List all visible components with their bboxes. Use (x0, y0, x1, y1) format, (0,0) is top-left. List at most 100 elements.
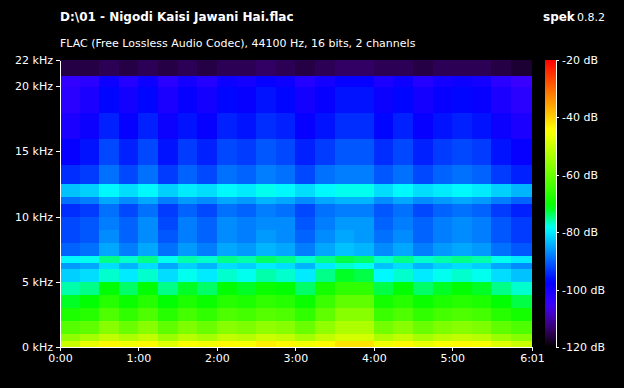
cell (158, 112, 178, 139)
cell (335, 282, 355, 296)
cell (374, 217, 394, 231)
tick-label: -120 dB (562, 341, 605, 354)
tick-label: -80 dB (562, 226, 598, 239)
cell (178, 164, 198, 184)
cell (295, 256, 315, 263)
cell (335, 230, 355, 244)
cell (217, 76, 237, 87)
cell (315, 321, 335, 335)
cell (138, 217, 158, 231)
cell (354, 282, 374, 296)
cell (354, 184, 374, 198)
cell (354, 204, 374, 218)
tick-mark (556, 347, 559, 348)
cell (99, 60, 119, 76)
cell (433, 76, 453, 87)
cell (217, 138, 237, 165)
cell (80, 112, 100, 139)
cell (511, 308, 532, 322)
cell (197, 269, 217, 283)
cell (491, 164, 511, 184)
cell (472, 184, 492, 198)
cell (452, 76, 472, 87)
cell (335, 112, 355, 139)
cell (158, 86, 178, 113)
cell (99, 217, 119, 231)
cell (138, 282, 158, 296)
cell (60, 243, 80, 257)
cell (99, 86, 119, 113)
tick-label: 5:00 (440, 352, 465, 365)
cell (413, 308, 433, 322)
cell (472, 112, 492, 139)
cell (119, 86, 139, 113)
cell (60, 308, 80, 322)
cell (237, 217, 257, 231)
cell (138, 60, 158, 76)
cell (158, 295, 178, 309)
cell (158, 204, 178, 218)
cell (217, 204, 237, 218)
cell (119, 340, 139, 347)
cell (80, 204, 100, 218)
cell (217, 60, 237, 76)
cell (374, 204, 394, 218)
cell (354, 269, 374, 283)
cell (158, 184, 178, 198)
cell (256, 308, 276, 322)
cell (295, 308, 315, 322)
cell (197, 217, 217, 231)
cell (335, 138, 355, 165)
tick-mark (452, 347, 453, 351)
cell (491, 308, 511, 322)
cell (491, 112, 511, 139)
cell (374, 184, 394, 198)
cell (452, 184, 472, 198)
cell (119, 204, 139, 218)
cell (335, 243, 355, 257)
cell (511, 334, 532, 341)
cell (119, 295, 139, 309)
cell (433, 112, 453, 139)
cell (217, 269, 237, 283)
cell (335, 204, 355, 218)
tick: 6:01 (520, 347, 545, 365)
cell (237, 184, 257, 198)
cell (178, 340, 198, 347)
cell (138, 256, 158, 263)
cell (315, 295, 335, 309)
cell (472, 282, 492, 296)
cell (119, 217, 139, 231)
cell (295, 243, 315, 257)
cell (119, 138, 139, 165)
cell (276, 204, 296, 218)
tick: 5:00 (440, 347, 465, 365)
cell (276, 256, 296, 263)
cell (80, 340, 100, 347)
cell (197, 243, 217, 257)
tick-mark (556, 175, 559, 176)
cell (119, 197, 139, 204)
cell (99, 321, 119, 335)
cell (511, 295, 532, 309)
cell (315, 334, 335, 341)
cell (433, 282, 453, 296)
tick-mark (56, 60, 60, 61)
cell (217, 295, 237, 309)
cell (374, 230, 394, 244)
cell (237, 321, 257, 335)
cell (158, 230, 178, 244)
cell (256, 138, 276, 165)
cell (413, 230, 433, 244)
cell (295, 184, 315, 198)
cell (374, 164, 394, 184)
cell (276, 282, 296, 296)
cell (413, 334, 433, 341)
tick: 20 kHz (15, 80, 60, 93)
cell (60, 282, 80, 296)
cell (99, 204, 119, 218)
cell (60, 269, 80, 283)
cell (433, 308, 453, 322)
cell (413, 321, 433, 335)
cell (354, 217, 374, 231)
